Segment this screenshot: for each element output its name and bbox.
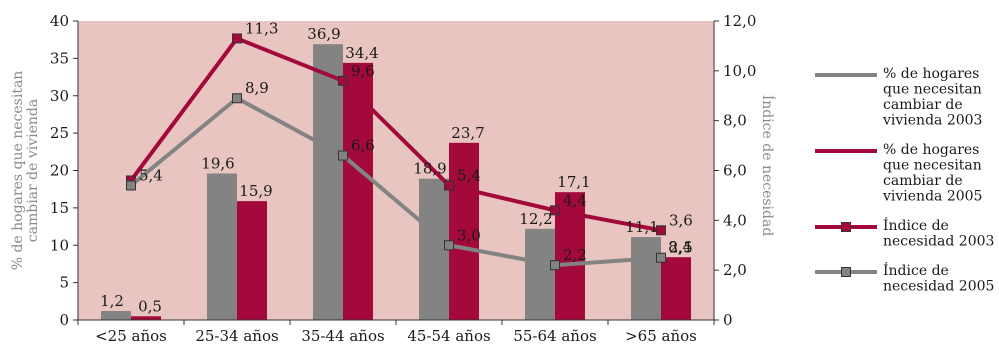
line-point-2-2 [338, 150, 348, 161]
y2-tick-label-4: 8,0 [723, 112, 747, 130]
legend-label-4-line-0: Índice de [883, 261, 949, 279]
bar-label-1-0: 1,2 [100, 292, 124, 310]
line-label-2-3: 3,0 [457, 226, 481, 244]
line-point-2-3 [444, 240, 454, 251]
line-label-2-4: 2,2 [563, 246, 587, 264]
x-tick-label-4: 55-64 años [513, 327, 596, 345]
bar-1-1 [207, 173, 237, 320]
y-tick-label-2: 10 [50, 236, 69, 254]
y2-tick-label-5: 10,0 [723, 62, 756, 80]
y2-tick-label-6: 12,0 [723, 12, 756, 30]
y2-tick-label-0: 0 [723, 311, 733, 329]
legend-label-2-line-2: cambiar de [883, 173, 963, 189]
line-label-1-4: 4,4 [563, 191, 587, 209]
y-tick-label-7: 35 [50, 49, 69, 67]
bar-2-3 [449, 142, 479, 320]
bar-label-2-2: 34,4 [345, 44, 378, 62]
y-tick-label-4: 20 [50, 162, 69, 180]
legend-marker-3 [841, 222, 851, 232]
bar-label-1-3: 18,9 [413, 160, 446, 178]
legend-label-3-line-0: Índice de [883, 216, 949, 234]
legend-label-2-line-1: que necesitan [883, 158, 982, 174]
y2-tick-label-1: 2,0 [723, 261, 747, 279]
line-point-2-5 [656, 252, 666, 263]
line-label-1-2: 9,6 [351, 62, 375, 80]
x-tick-label-2: 35-44 años [301, 327, 384, 345]
line-series-2 [129, 96, 662, 268]
plot-area [78, 21, 714, 320]
bar-2-0 [131, 316, 161, 320]
legend-label-1-line-2: cambiar de [883, 97, 963, 113]
bar-label-2-1: 15,9 [239, 182, 272, 200]
bar-1-5 [631, 237, 661, 320]
line-label-2-1: 8,9 [245, 79, 269, 97]
bar-label-2-3: 23,7 [451, 124, 484, 142]
line-label-1-5: 3,6 [669, 211, 693, 229]
bar-label-1-5: 11,1 [625, 218, 658, 236]
y-tick-label-8: 40 [50, 12, 69, 30]
legend-label-4-line-1: necesidad 2005 [883, 279, 994, 295]
line-label-2-5: 2,5 [669, 239, 693, 257]
bar-label-1-1: 19,6 [201, 154, 234, 172]
y-tick-label-0: 0 [59, 311, 69, 329]
bar-layer [101, 44, 691, 321]
y-axis-title-line2: cambiar de vivienda [25, 99, 41, 242]
bar-2-1 [237, 201, 267, 320]
bar-label-2-0: 0,5 [138, 297, 162, 315]
y-tick-label-1: 5 [59, 274, 69, 292]
bar-label-2-4: 17,1 [557, 173, 590, 191]
line-point-2-0 [126, 180, 136, 191]
y-axis-title-line1: % de hogares que necesitan [10, 71, 26, 271]
line-label-1-1: 11,3 [245, 19, 278, 37]
y2-axis-title: Índice de necesidad [759, 95, 777, 237]
legend-label-1-line-0: % de hogares [883, 66, 979, 82]
bar-1-2 [313, 44, 343, 321]
bar-2-5 [661, 257, 691, 320]
legend-label-1-line-1: que necesitan [883, 82, 982, 98]
legend-label-2-line-0: % de hogares [883, 142, 979, 158]
line-label-1-3: 5,4 [457, 166, 481, 184]
x-tick-label-0: <25 años [95, 327, 167, 345]
bar-1-4 [525, 228, 555, 320]
y2-tick-label-3: 6,0 [723, 162, 747, 180]
line-label-2-0: 5,4 [139, 166, 163, 184]
line-point-2-4 [550, 260, 560, 271]
bar-1-0 [101, 311, 131, 320]
y-tick-label-5: 25 [50, 124, 69, 142]
line-point-1-4 [550, 205, 560, 216]
axes-layer: 0 5 10 15 20 25 30 35 40 0 2,0 4,0 6,0 8,0 10,0 12,0 <25… [50, 12, 757, 345]
legend-label-2-line-3: vivienda 2005 [882, 189, 982, 205]
legend-marker-4 [841, 267, 851, 277]
line-series-1 [129, 36, 662, 233]
y-tick-label-6: 30 [50, 87, 69, 105]
y-tick-label-3: 15 [50, 199, 69, 217]
line-point-1-5 [656, 225, 666, 236]
data-label-layer: 1,2 19,6 36,9 18,9 12,2 11,1 0,5 15,9 34,4 23,7 17… [100, 19, 693, 315]
bar-2-2 [343, 62, 373, 321]
line-label-2-2: 6,6 [351, 137, 375, 155]
y2-tick-label-2: 4,0 [723, 211, 747, 229]
line-point-1-1 [232, 33, 242, 44]
x-tick-label-5: >65 años [625, 327, 697, 345]
line-layer [126, 33, 666, 271]
line-point-1-2 [338, 75, 348, 86]
bar-label-1-4: 12,2 [519, 210, 552, 228]
line-point-1-3 [444, 180, 454, 191]
x-tick-label-1: 25-34 años [195, 327, 278, 345]
bar-label-2-5: 8,4 [668, 238, 692, 256]
line-point-2-1 [232, 93, 242, 104]
bar-label-1-2: 36,9 [307, 25, 340, 43]
x-tick-label-3: 45-54 años [407, 327, 490, 345]
legend-label-1-line-3: vivienda 2003 [882, 113, 982, 129]
legend-label-3-line-1: necesidad 2003 [883, 234, 994, 250]
